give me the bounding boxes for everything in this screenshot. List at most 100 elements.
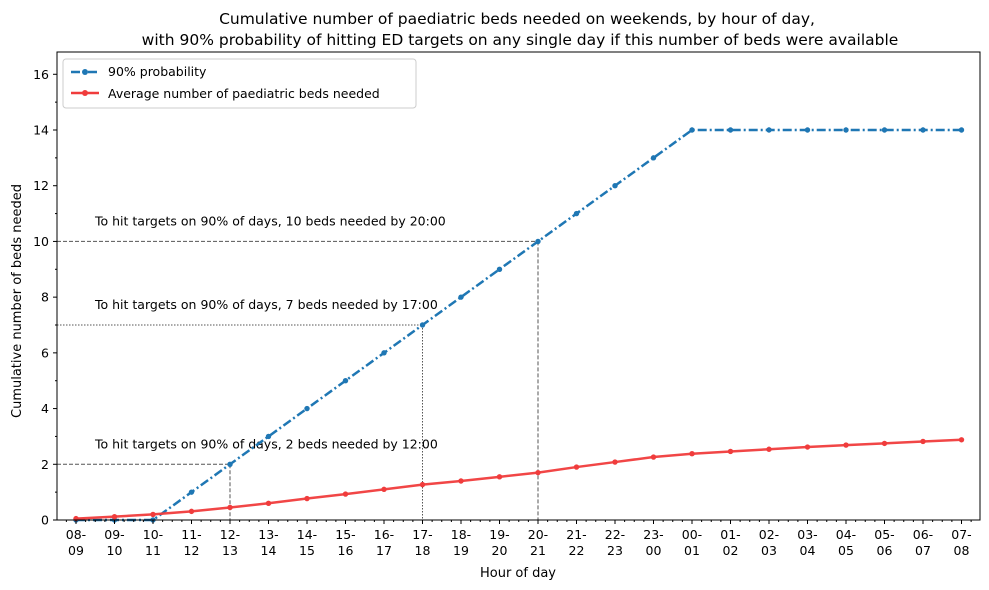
- series-point-average: [111, 513, 118, 520]
- chart-title: Cumulative number of paediatric beds nee…: [142, 10, 899, 49]
- series-point-90pct: [188, 489, 195, 495]
- series-point-average: [573, 464, 580, 470]
- series-point-average: [150, 511, 156, 518]
- series-point-average: [381, 486, 387, 493]
- x-tick-label-start: 08-: [66, 527, 86, 542]
- x-tick-label-end: 07: [915, 543, 931, 558]
- x-tick-label-start: 19-: [489, 527, 509, 542]
- x-tick-label-end: 05: [838, 543, 854, 558]
- x-tick-label-end: 08: [954, 543, 970, 558]
- series-point-average: [458, 478, 464, 484]
- x-tick-label-start: 11-: [181, 527, 201, 542]
- x-tick-label-end: 12: [184, 543, 200, 558]
- x-tick-label-start: 12-: [220, 527, 240, 542]
- x-tick-label-end: 09: [68, 543, 84, 558]
- series-point-90pct: [766, 127, 772, 133]
- x-tick-label-end: 10: [107, 543, 123, 558]
- plot-area: To hit targets on 90% of days, 2 beds ne…: [57, 127, 965, 523]
- series-point-90pct: [342, 378, 349, 384]
- series-point-average: [535, 469, 541, 476]
- series-point-90pct: [804, 127, 811, 133]
- series-point-average: [650, 454, 657, 460]
- x-tick-label-end: 14: [261, 543, 277, 558]
- y-axis-label: Cumulative number of beds needed: [10, 184, 25, 418]
- series-point-average: [689, 451, 695, 457]
- series-point-average: [766, 446, 772, 452]
- series-point-90pct: [727, 127, 734, 133]
- y-tick-label: 4: [41, 401, 49, 416]
- y-tick-label: 12: [33, 178, 49, 193]
- series-point-average: [881, 440, 888, 447]
- series-point-average: [227, 504, 233, 511]
- legend-marker-average: [82, 90, 88, 96]
- legend-label-average: Average number of paediatric beds needed: [108, 86, 380, 101]
- x-tick-label-end: 01: [684, 543, 700, 558]
- y-tick-label: 6: [41, 345, 49, 360]
- series-point-90pct: [843, 127, 849, 133]
- series-point-90pct: [881, 127, 888, 133]
- series-point-average: [958, 437, 965, 443]
- y-tick-label: 14: [33, 123, 49, 138]
- series-point-90pct: [227, 461, 233, 467]
- series-point-90pct: [381, 350, 387, 356]
- x-tick-label-start: 09-: [104, 527, 124, 542]
- series-point-90pct: [920, 127, 926, 133]
- x-tick-label-end: 17: [376, 543, 392, 558]
- series-point-90pct: [689, 127, 695, 133]
- series-point-average: [419, 481, 426, 488]
- x-tick-label-end: 00: [646, 543, 662, 558]
- y-tick-label: 8: [41, 290, 49, 305]
- x-tick-label-end: 16: [338, 543, 354, 558]
- x-axis: 08-0909-1010-1111-1212-1313-1414-1515-16…: [66, 520, 972, 558]
- x-tick-label-end: 15: [299, 543, 315, 558]
- x-tick-label-start: 04-: [836, 527, 856, 542]
- x-tick-label-end: 22: [569, 543, 585, 558]
- y-axis: 0 2 4 6 8 10 12 14 16: [33, 67, 57, 528]
- annotation-text: To hit targets on 90% of days, 7 beds ne…: [94, 297, 438, 312]
- x-tick-label-start: 06-: [913, 527, 933, 542]
- series-point-90pct: [573, 210, 580, 217]
- chart-title-line-1: Cumulative number of paediatric beds nee…: [219, 10, 815, 28]
- x-tick-label-end: 06: [877, 543, 893, 558]
- series-point-average: [727, 448, 734, 455]
- series-point-average: [496, 474, 503, 480]
- series-point-90pct: [304, 405, 310, 412]
- series-point-average: [920, 438, 926, 445]
- series-point-average: [304, 495, 310, 502]
- x-tick-label-start: 16-: [374, 527, 394, 542]
- x-tick-label-start: 17-: [412, 527, 432, 542]
- x-tick-label-end: 18: [415, 543, 431, 558]
- series-point-90pct: [612, 183, 618, 189]
- y-tick-label: 16: [33, 67, 49, 82]
- series-point-90pct: [958, 127, 965, 133]
- chart-title-line-2: with 90% probability of hitting ED targe…: [142, 31, 899, 49]
- legend-marker-90pct: [82, 69, 88, 75]
- legend: 90% probability Average number of paedia…: [62, 58, 417, 109]
- series-point-average: [843, 442, 849, 448]
- x-tick-label-start: 10-: [143, 527, 163, 542]
- series-point-90pct: [650, 155, 657, 161]
- series-point-90pct: [458, 294, 464, 300]
- x-tick-label-start: 14-: [297, 527, 317, 542]
- series-point-90pct: [419, 322, 426, 328]
- x-tick-label-start: 20-: [528, 527, 548, 542]
- x-tick-label-end: 11: [145, 543, 161, 558]
- x-tick-label-start: 18-: [451, 527, 471, 542]
- series-point-average: [188, 508, 195, 515]
- x-tick-label-start: 03-: [797, 527, 817, 542]
- series-point-average: [342, 491, 349, 497]
- y-tick-label: 0: [41, 513, 49, 528]
- x-tick-label-start: 23-: [643, 527, 663, 542]
- x-tick-label-end: 03: [761, 543, 777, 558]
- y-tick-label: 2: [41, 457, 49, 472]
- series-line-90pct: [76, 128, 962, 522]
- annotation-text: To hit targets on 90% of days, 10 beds n…: [94, 213, 446, 228]
- x-tick-label-start: 00-: [682, 527, 702, 542]
- series-line-average: [75, 438, 962, 520]
- x-tick-label-end: 20: [492, 543, 508, 558]
- x-tick-label-start: 15-: [335, 527, 355, 542]
- x-tick-label-end: 19: [453, 543, 469, 558]
- x-axis-label: Hour of day: [480, 566, 556, 581]
- x-tick-label-start: 07-: [951, 527, 971, 542]
- x-tick-label-end: 04: [800, 543, 816, 558]
